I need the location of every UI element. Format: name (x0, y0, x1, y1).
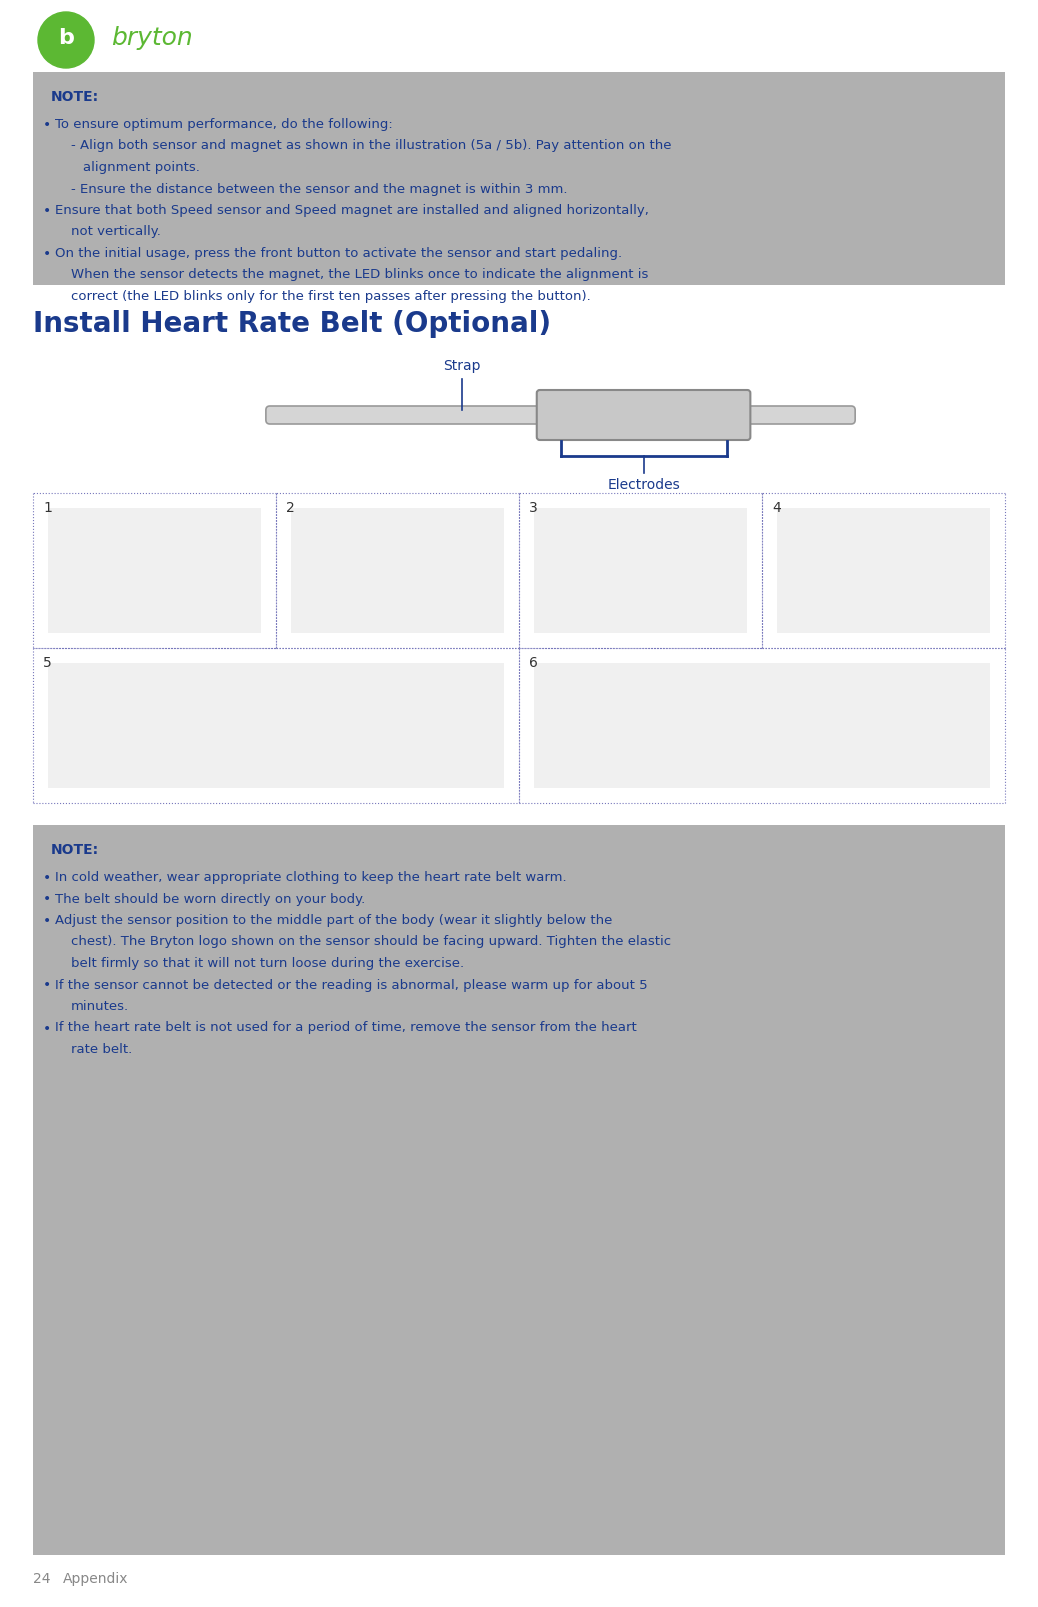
Text: - Ensure the distance between the sensor and the magnet is within 3 mm.: - Ensure the distance between the sensor… (71, 183, 568, 196)
Text: In cold weather, wear appropriate clothing to keep the heart rate belt warm.: In cold weather, wear appropriate clothi… (55, 871, 567, 884)
Text: - Align both sensor and magnet as shown in the illustration (5a / 5b). Pay atten: - Align both sensor and magnet as shown … (71, 140, 672, 153)
FancyBboxPatch shape (537, 391, 750, 440)
Bar (33, 824, 1005, 1556)
Text: not vertically.: not vertically. (71, 225, 161, 238)
Text: The belt should be worn directly on your body.: The belt should be worn directly on your… (55, 892, 365, 905)
Text: •: • (43, 914, 51, 927)
Text: •: • (43, 871, 51, 885)
Text: NOTE:: NOTE: (51, 90, 99, 104)
Text: On the initial usage, press the front button to activate the sensor and start pe: On the initial usage, press the front bu… (55, 247, 622, 260)
Text: b: b (58, 27, 74, 48)
Bar (534, 664, 990, 787)
Circle shape (38, 11, 94, 67)
Text: If the heart rate belt is not used for a period of time, remove the sensor from : If the heart rate belt is not used for a… (55, 1022, 636, 1035)
Bar (33, 72, 1005, 284)
Text: Appendix: Appendix (63, 1572, 129, 1586)
Bar (48, 508, 261, 633)
Text: •: • (43, 204, 51, 219)
Text: Electrodes: Electrodes (607, 477, 680, 492)
Bar (291, 508, 504, 633)
Text: To ensure optimum performance, do the following:: To ensure optimum performance, do the fo… (55, 117, 392, 132)
Bar (534, 508, 747, 633)
Text: correct (the LED blinks only for the first ten passes after pressing the button): correct (the LED blinks only for the fir… (71, 289, 591, 304)
Text: Strap: Strap (443, 358, 481, 373)
Text: chest). The Bryton logo shown on the sensor should be facing upward. Tighten the: chest). The Bryton logo shown on the sen… (71, 935, 672, 948)
Bar (777, 508, 990, 633)
Text: 4: 4 (772, 501, 781, 514)
Text: 1: 1 (43, 501, 52, 514)
Text: alignment points.: alignment points. (83, 161, 200, 174)
Text: •: • (43, 247, 51, 260)
Text: •: • (43, 979, 51, 993)
Text: minutes.: minutes. (71, 1000, 129, 1012)
Text: 5: 5 (43, 656, 52, 670)
Text: •: • (43, 1022, 51, 1035)
Text: belt firmly so that it will not turn loose during the exercise.: belt firmly so that it will not turn loo… (71, 958, 464, 971)
Text: 24: 24 (33, 1572, 51, 1586)
Text: •: • (43, 117, 51, 132)
Text: Ensure that both Speed sensor and Speed magnet are installed and aligned horizon: Ensure that both Speed sensor and Speed … (55, 204, 649, 217)
Text: 3: 3 (529, 501, 538, 514)
Text: •: • (43, 892, 51, 906)
Text: bryton: bryton (111, 26, 193, 50)
FancyBboxPatch shape (266, 407, 855, 424)
Text: If the sensor cannot be detected or the reading is abnormal, please warm up for : If the sensor cannot be detected or the … (55, 979, 648, 992)
Text: Install Heart Rate Belt (Optional): Install Heart Rate Belt (Optional) (33, 310, 551, 337)
Text: NOTE:: NOTE: (51, 844, 99, 857)
Bar (48, 664, 504, 787)
Text: When the sensor detects the magnet, the LED blinks once to indicate the alignmen: When the sensor detects the magnet, the … (71, 268, 649, 281)
Text: 2: 2 (286, 501, 295, 514)
Text: 6: 6 (529, 656, 538, 670)
Text: rate belt.: rate belt. (71, 1043, 132, 1056)
Text: Adjust the sensor position to the middle part of the body (wear it slightly belo: Adjust the sensor position to the middle… (55, 914, 612, 927)
